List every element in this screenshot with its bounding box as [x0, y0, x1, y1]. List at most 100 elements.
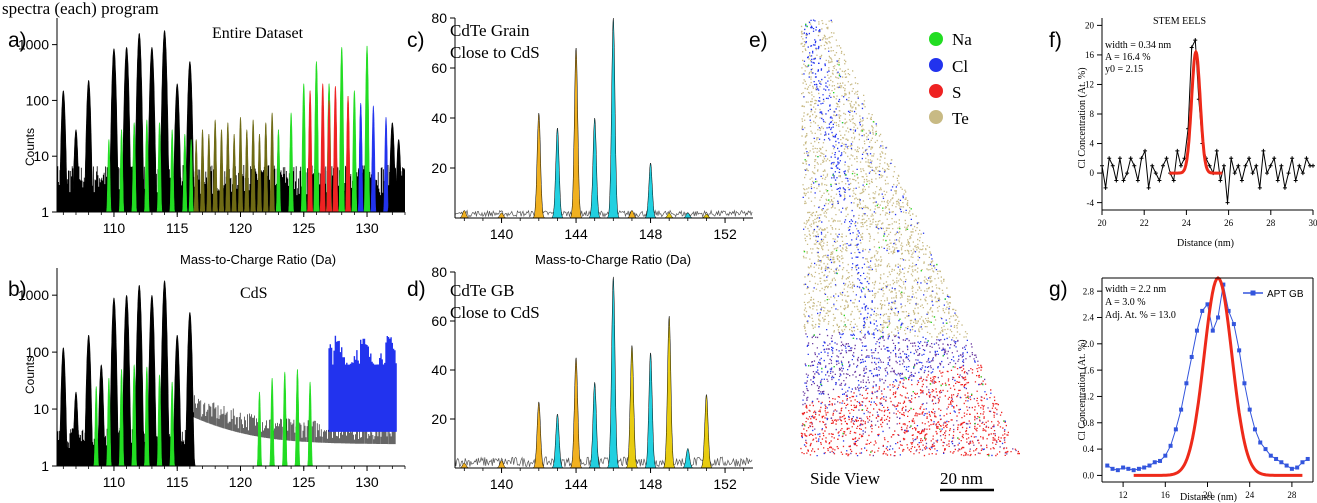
- panel-a-peak-black: [57, 90, 70, 212]
- panel-b-peak-black: [57, 347, 70, 466]
- panel-f-data-point: [1261, 148, 1266, 153]
- panel-g-x-tick-label: 24: [1245, 490, 1255, 500]
- panel-a-ylabel: Counts: [23, 128, 37, 166]
- panel-g-data-point: [1158, 458, 1163, 463]
- panel-b-peak-green: [281, 371, 289, 466]
- panel-a-peak-olive: [230, 133, 238, 212]
- panel-g-annotation-amplitude: A = 3.0 %: [1105, 297, 1146, 308]
- panel-f-data-point: [1160, 163, 1165, 168]
- panel-b-y-tick-label: 1000: [18, 287, 49, 303]
- panel-f-y-tick-label: 0: [1090, 168, 1095, 178]
- panel-a-peak-black: [70, 129, 82, 212]
- panel-f-data-point: [1243, 163, 1248, 168]
- panel-g-data-point: [1289, 466, 1294, 471]
- panel-c-peak-yellow: [698, 214, 715, 219]
- panel-f-y-tick-label: 12: [1085, 80, 1094, 90]
- panel-a-x-tick-label: 110: [103, 220, 126, 236]
- panel-f-data-point: [1164, 156, 1169, 161]
- panel-f-data-point: [1247, 156, 1252, 161]
- panel-label-e: e): [749, 29, 768, 52]
- legend-label-s: S: [952, 83, 961, 102]
- panel-f-data-point: [1232, 171, 1237, 176]
- panel-f-data-point: [1297, 163, 1302, 168]
- legend-label-na: Na: [952, 30, 972, 49]
- panel-d-x-tick-label: 140: [490, 476, 514, 492]
- panel-f-x-tick-label: 24: [1182, 218, 1192, 228]
- panel-g-x-tick-label: 20: [1203, 490, 1213, 500]
- atom-map-na-atoms: [803, 23, 1005, 457]
- panel-f-data-point: [1221, 163, 1226, 168]
- panel-d-peak-cyan: [642, 352, 659, 469]
- panel-a-peak-olive: [262, 122, 270, 212]
- panel-f-annotation-width: width = 0.34 nm: [1105, 40, 1171, 51]
- panel-a-peak-red: [331, 86, 340, 212]
- panel-b-peak-green: [118, 368, 125, 466]
- panel-g-data-point: [1284, 463, 1289, 468]
- panel-a-plot-area: [57, 29, 405, 212]
- panel-f-data-point: [1107, 156, 1112, 161]
- legend-dot-na: [929, 32, 943, 46]
- panel-a-peak-blue: [357, 102, 365, 212]
- panel-c-peak-cyan: [642, 162, 659, 219]
- panel-a-peak-blue: [370, 104, 377, 212]
- panel-f-data-point: [1254, 163, 1259, 168]
- atom-map-cl-atoms: [801, 19, 1006, 457]
- panel-g-y-tick-label: 2.4: [1083, 313, 1095, 323]
- panel-label-a: a): [8, 29, 27, 52]
- panel-f-data-point: [1229, 156, 1234, 161]
- panel-d-y-tick-label: 20: [431, 411, 447, 427]
- panel-label-d: d): [407, 278, 426, 301]
- panel-g-data-point: [1237, 348, 1242, 353]
- panel-a-x-tick-label: 120: [229, 220, 253, 236]
- panel-f-data-point: [1214, 148, 1219, 153]
- panel-g-data-point: [1274, 456, 1279, 461]
- panel-a-x-tick-label: 115: [166, 220, 189, 236]
- panel-f-x-tick-label: 26: [1224, 218, 1234, 228]
- panel-a-peak-green: [312, 61, 320, 212]
- panel-f-data-point: [1114, 178, 1119, 183]
- panel-c-x-tick-label: 144: [564, 226, 588, 242]
- panel-g-y-tick-label: 1.6: [1083, 365, 1095, 375]
- panel-g-data-point: [1200, 308, 1205, 313]
- panel-f-data-point: [1265, 171, 1269, 176]
- panel-f-title: STEM EELS: [1153, 16, 1206, 27]
- panel-a-peak-olive: [192, 139, 200, 212]
- panel-a-peak-green: [143, 119, 151, 212]
- panel-a-peak-olive: [237, 117, 244, 212]
- panel-b-peak-green: [168, 381, 176, 466]
- panel-d-peak-orange: [567, 357, 585, 469]
- panel-a-peak-black: [392, 138, 405, 212]
- panel-a-peak-olive: [243, 129, 251, 212]
- panel-g-data-point: [1247, 407, 1252, 412]
- panel-g-data-point: [1226, 308, 1231, 313]
- legend-label-te: Te: [952, 109, 969, 128]
- panel-g-data-point: [1131, 468, 1136, 473]
- panel-f-data-point: [1286, 171, 1291, 176]
- panel-g-data-point: [1216, 315, 1221, 320]
- panel-f-data-point: [1304, 156, 1309, 161]
- panel-b-peak-green: [156, 374, 163, 466]
- panel-g-legend-marker: [1250, 290, 1256, 296]
- panel-b-peak-green: [143, 366, 151, 466]
- panel-g-data-point: [1258, 440, 1263, 445]
- panel-b-plot-area: [57, 280, 397, 466]
- legend-dot-cl: [929, 58, 943, 72]
- panel-g-data-point: [1121, 465, 1126, 470]
- panel-a-peak-green: [187, 138, 195, 212]
- panel-f-data-point: [1290, 156, 1295, 161]
- panel-b-x-tick-label: 120: [229, 474, 253, 490]
- panel-label-b: b): [8, 278, 27, 301]
- panel-f-data-point: [1143, 148, 1148, 153]
- panel-c-y-tick-label: 40: [431, 110, 447, 126]
- panel-b-y-tick-label: 100: [26, 344, 50, 360]
- panel-f-fit-curve: [1169, 49, 1223, 175]
- panel-g-data-point: [1205, 302, 1210, 307]
- panel-f-x-tick-label: 30: [1309, 218, 1317, 228]
- panel-c-x-tick-label: 152: [713, 226, 737, 242]
- panel-f-data-point: [1193, 38, 1198, 43]
- panel-a-peak-green: [275, 128, 282, 212]
- panel-f-x-tick-label: 22: [1140, 218, 1149, 228]
- panel-f-y-tick-label: 16: [1085, 50, 1095, 60]
- atom-map-te-atoms: [800, 20, 968, 339]
